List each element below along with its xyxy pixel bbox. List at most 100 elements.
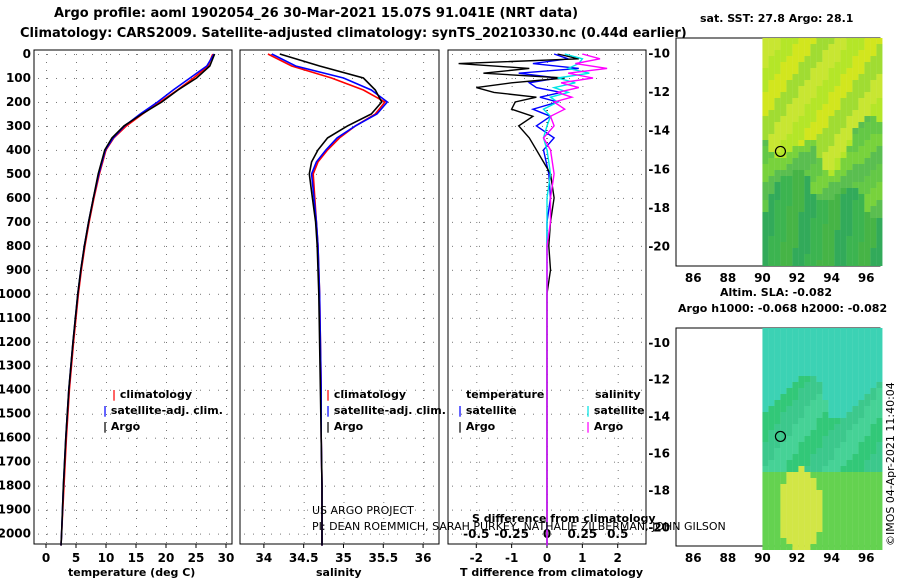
sla-map-cell bbox=[804, 520, 811, 526]
sla-map-cell bbox=[864, 370, 871, 376]
grid-dot bbox=[582, 190, 584, 191]
grid-dot bbox=[76, 142, 77, 143]
grid-dot bbox=[582, 398, 584, 399]
grid-dot bbox=[46, 342, 47, 343]
grid-dot bbox=[506, 54, 507, 55]
sla-map-cell bbox=[870, 382, 877, 388]
sst-map-cell bbox=[774, 254, 781, 260]
grid-dot bbox=[560, 509, 561, 511]
sla-map-cell bbox=[846, 502, 853, 508]
grid-dot bbox=[343, 302, 345, 303]
grid-dot bbox=[461, 173, 462, 175]
grid-dot bbox=[497, 221, 498, 223]
grid-dot bbox=[46, 126, 47, 127]
grid-dot bbox=[166, 86, 167, 87]
sla-map-cell bbox=[852, 328, 859, 334]
grid-dot bbox=[641, 245, 642, 247]
grid-dot bbox=[46, 102, 47, 103]
grid-dot bbox=[101, 389, 102, 391]
grid-dot bbox=[470, 509, 471, 511]
grid-dot bbox=[343, 398, 345, 399]
sla-map-cell bbox=[852, 400, 859, 406]
grid-dot bbox=[38, 173, 39, 175]
sst-map-cell bbox=[876, 218, 883, 224]
grid-dot bbox=[578, 101, 579, 103]
sst-map-cell bbox=[780, 140, 787, 146]
grid-dot bbox=[200, 269, 201, 271]
grid-dot bbox=[46, 134, 47, 135]
sst-map-cell bbox=[834, 224, 841, 230]
sla-map-cell bbox=[876, 376, 883, 382]
grid-dot bbox=[479, 293, 480, 295]
sst-map-cell bbox=[852, 80, 859, 86]
sst-map-cell bbox=[870, 212, 877, 218]
grid-dot bbox=[641, 54, 642, 55]
grid-dot bbox=[397, 293, 398, 295]
grid-dot bbox=[560, 317, 561, 319]
sst-map-cell bbox=[792, 182, 799, 188]
grid-dot bbox=[623, 77, 624, 79]
grid-dot bbox=[76, 470, 77, 471]
grid-dot bbox=[560, 245, 561, 247]
grid-dot bbox=[38, 101, 39, 103]
sla-map-cell bbox=[864, 508, 871, 514]
grid-dot bbox=[623, 245, 624, 247]
sla-map-cell bbox=[864, 436, 871, 442]
grid-dot bbox=[383, 534, 385, 535]
sst-map-cell bbox=[798, 62, 805, 68]
sla-map-cell bbox=[798, 370, 805, 376]
sla-map-cell bbox=[864, 454, 871, 460]
sla-map-cell bbox=[762, 502, 769, 508]
sst-map-cell bbox=[804, 116, 811, 122]
sst-map-cell bbox=[846, 182, 853, 188]
grid-dot bbox=[83, 413, 84, 415]
grid-dot bbox=[560, 293, 561, 295]
sst-map-cell bbox=[834, 176, 841, 182]
grid-dot bbox=[137, 54, 138, 55]
depth-tick-label: 1300 bbox=[0, 359, 31, 373]
sst-map-cell bbox=[846, 98, 853, 104]
grid-dot bbox=[164, 293, 165, 295]
grid-dot bbox=[191, 461, 192, 463]
grid-dot bbox=[582, 166, 584, 167]
grid-dot bbox=[196, 102, 197, 103]
sst-map-cell bbox=[846, 122, 853, 128]
grid-dot bbox=[227, 221, 228, 223]
grid-dot bbox=[343, 526, 345, 527]
grid-dot bbox=[587, 341, 588, 343]
grid-dot bbox=[497, 413, 498, 415]
grid-dot bbox=[196, 142, 197, 143]
grid-dot bbox=[533, 317, 534, 319]
grid-dot bbox=[209, 509, 210, 511]
grid-dot bbox=[325, 101, 326, 103]
grid-dot bbox=[155, 509, 156, 511]
sla-map-cell bbox=[822, 478, 829, 484]
sst-map-cell bbox=[804, 122, 811, 128]
sst-map-cell bbox=[816, 200, 823, 206]
grid-dot bbox=[209, 197, 210, 199]
grid-dot bbox=[76, 126, 77, 127]
sla-map-cell bbox=[870, 514, 877, 520]
sst-map-cell bbox=[768, 212, 775, 218]
sst-map-cell bbox=[852, 122, 859, 128]
grid-dot bbox=[166, 214, 167, 215]
grid-dot bbox=[551, 341, 552, 343]
sla-map-cell bbox=[834, 334, 841, 340]
grid-dot bbox=[226, 206, 227, 207]
grid-dot bbox=[262, 173, 263, 175]
sla-map-cell bbox=[840, 406, 847, 412]
sst-map-cell bbox=[870, 158, 877, 164]
sla-map-cell bbox=[780, 442, 787, 448]
sst-map-cell bbox=[804, 224, 811, 230]
grid-dot bbox=[617, 414, 619, 415]
sst-map-cell bbox=[864, 218, 871, 224]
sla-map-cell bbox=[786, 328, 793, 334]
grid-dot bbox=[263, 62, 265, 63]
grid-dot bbox=[370, 437, 371, 439]
grid-dot bbox=[263, 214, 265, 215]
grid-dot bbox=[515, 221, 516, 223]
grid-dot bbox=[106, 390, 107, 391]
sst-map-cell bbox=[786, 98, 793, 104]
grid-dot bbox=[397, 125, 398, 127]
sla-map-cell bbox=[798, 400, 805, 406]
